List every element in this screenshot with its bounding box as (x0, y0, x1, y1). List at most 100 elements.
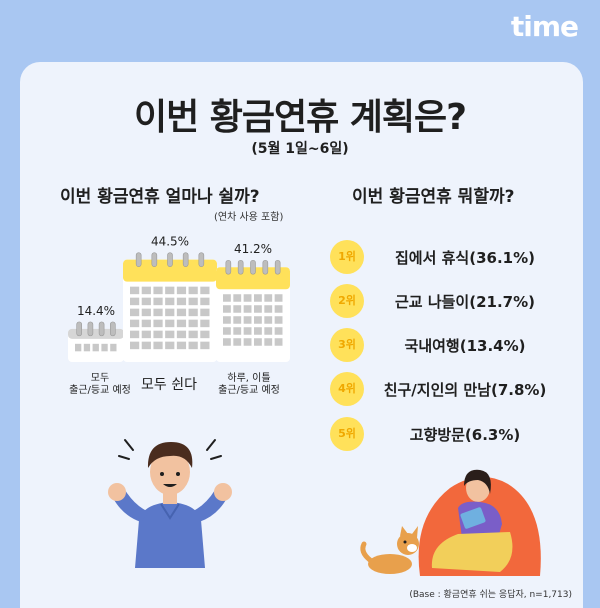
calendar-cell (165, 286, 175, 295)
calendar-cell (176, 297, 187, 306)
rank-item: 2위 근교 나들이(21.7%) (330, 284, 570, 318)
calendar-cell (188, 286, 198, 295)
calendar-cell (200, 297, 210, 306)
calendar-cell (141, 308, 151, 317)
calendar-cell (223, 316, 231, 324)
value-label-0: 14.4% (77, 304, 115, 318)
rank-badge: 3위 (330, 328, 364, 362)
rank-badge: 1위 (330, 240, 364, 274)
brand-logo: time (510, 10, 579, 43)
calendar-cell (110, 343, 117, 352)
calendar-cell (254, 305, 262, 313)
calendar-ring (151, 252, 158, 267)
calendar-cell (188, 341, 198, 350)
calendar-cell (153, 330, 163, 339)
calendar-cell (223, 305, 231, 313)
calendar-ring (76, 321, 82, 337)
calendar-cell (165, 330, 175, 339)
calendar-cell (153, 308, 163, 317)
calendar-cell (165, 308, 175, 317)
base-note: (Base : 황금연휴 쉬는 응답자, n=1,713) (409, 590, 572, 600)
category-label-line: 출근/등교 예정 (69, 385, 131, 396)
calendar-cell (254, 316, 262, 324)
calendar-cell (274, 305, 283, 313)
calendar-cell (264, 327, 273, 335)
calendar-cell (141, 297, 151, 306)
calendar-cell (223, 338, 231, 346)
calendar-ring (225, 259, 232, 275)
calendar-cell (176, 319, 187, 328)
calendar-ring (198, 252, 205, 267)
calendar-ring (182, 252, 189, 267)
calendar-cell (254, 327, 262, 335)
rank-badge: 5위 (330, 417, 364, 451)
value-label-1: 44.5% (151, 235, 189, 249)
calendar-cell (176, 286, 187, 295)
calendar-ring (237, 259, 244, 275)
category-label-line: 모두 쉰다 (141, 377, 197, 393)
calendar-cell (264, 338, 273, 346)
calendar-cell (243, 327, 252, 335)
calendar-cell (200, 319, 210, 328)
rank-label: 집에서 휴식(36.1%) (395, 249, 535, 267)
calendar-ring (274, 259, 281, 275)
calendar-cell (200, 308, 210, 317)
calendar-cell (188, 297, 198, 306)
calendar-cell (264, 294, 273, 302)
calendar-cell (254, 338, 262, 346)
calendar-cell (130, 330, 140, 339)
woman-reading-illustration (360, 469, 541, 576)
calendar-cell (130, 319, 140, 328)
calendar-cell (188, 308, 198, 317)
rank-label: 국내여행(13.4%) (404, 337, 526, 355)
category-label-1: 모두 쉰다 (124, 374, 214, 394)
calendar-cell (153, 297, 163, 306)
calendar-cell (130, 286, 140, 295)
calendar-cell (274, 338, 283, 346)
calendar-cell (243, 316, 252, 324)
category-label-line: 하루, 이틀 (227, 373, 271, 384)
calendar-cell (83, 343, 91, 352)
calendar-cell (264, 305, 273, 313)
calendar-cell (233, 316, 242, 324)
calendar-cell (153, 319, 163, 328)
category-label-line: 모두 (90, 373, 110, 384)
calendar-cell (176, 341, 187, 350)
calendar-cell (188, 319, 198, 328)
calendar-cell (200, 341, 210, 350)
calendar-cell (274, 327, 283, 335)
calendar-cell (165, 297, 175, 306)
calendar-cell (165, 319, 175, 328)
calendar-cell (233, 338, 242, 346)
rank-item: 5위 고향방문(6.3%) (330, 417, 570, 451)
calendar-header-1 (123, 259, 217, 282)
rank-item: 1위 집에서 휴식(36.1%) (330, 240, 570, 274)
calendar-cell (165, 341, 175, 350)
calendar-cell (233, 294, 242, 302)
category-label-line: 출근/등교 예정 (218, 385, 280, 396)
calendar-cell (75, 343, 82, 352)
calendar-ring (135, 252, 142, 267)
rank-badge: 4위 (330, 372, 364, 406)
calendar-cell (254, 294, 262, 302)
calendar-cell (141, 286, 151, 295)
calendar-cell (130, 297, 140, 306)
calendar-cell (274, 316, 283, 324)
calendar-cell (130, 341, 140, 350)
rank-item: 4위 친구/지인의 만남(7.8%) (330, 372, 570, 406)
calendar-cell (153, 286, 163, 295)
category-label-2: 하루, 이틀 출근/등교 예정 (204, 373, 294, 397)
calendar-cell (176, 330, 187, 339)
calendar-ring (87, 321, 94, 337)
calendar-cell (200, 286, 210, 295)
calendar-cell (101, 343, 108, 352)
value-label-2: 41.2% (234, 242, 272, 256)
calendar-cell (243, 294, 252, 302)
calendar-header-2 (216, 267, 290, 290)
rank-label: 친구/지인의 만남(7.8%) (383, 381, 547, 399)
page-title: 이번 황금연휴 계획은? (133, 97, 467, 138)
calendar-cell (141, 319, 151, 328)
left-section-title: 이번 황금연휴 얼마나 쉴까? (60, 187, 260, 207)
category-label-0: 모두 출근/등교 예정 (55, 373, 145, 397)
calendar-cell (188, 330, 198, 339)
